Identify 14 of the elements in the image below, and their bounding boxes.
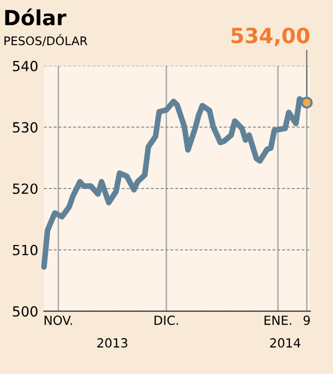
x-tick-label: DIC. xyxy=(154,316,178,326)
y-tick-label: 510 xyxy=(12,244,38,256)
text: 2014 xyxy=(270,338,300,348)
data-label: 534,00 xyxy=(232,28,310,46)
y-tick-label: 500 xyxy=(12,306,38,317)
chart-subtitle: PESOS/DÓLAR xyxy=(4,34,88,46)
x-tick-label: 9 xyxy=(304,316,310,326)
y-tick-label: 540 xyxy=(12,60,38,72)
text: 2013 xyxy=(97,338,128,348)
y-tick-label: 530 xyxy=(12,122,38,133)
x-tick-label: NOV. xyxy=(44,316,72,326)
x-tick-label: ENE. xyxy=(264,316,292,325)
y-tick-label: 520 xyxy=(12,183,38,194)
chart-title: Dólar xyxy=(5,8,66,26)
